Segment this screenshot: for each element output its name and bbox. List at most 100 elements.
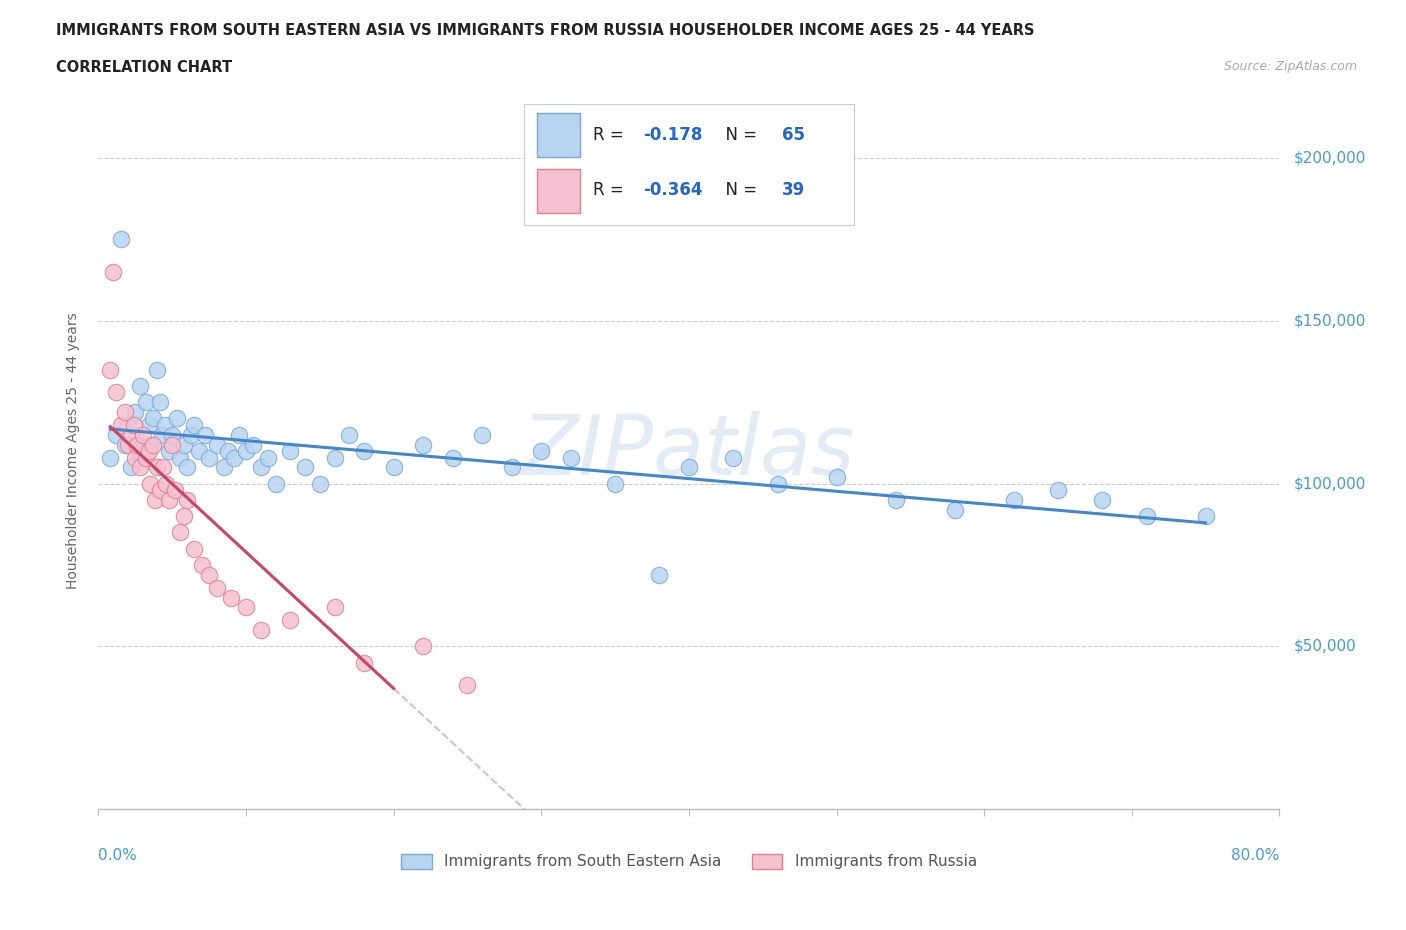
Text: 80.0%: 80.0%	[1232, 848, 1279, 863]
Point	[139, 476, 162, 491]
Point	[219, 590, 242, 604]
Point	[149, 394, 172, 409]
Point	[135, 394, 157, 409]
Point	[153, 418, 176, 432]
Point	[205, 437, 228, 452]
Point	[152, 460, 174, 474]
Point	[173, 437, 195, 452]
Point	[155, 476, 177, 491]
Point	[212, 460, 235, 474]
Point	[187, 444, 209, 458]
Point	[353, 655, 375, 670]
Point	[139, 437, 162, 452]
Point	[128, 460, 150, 474]
Point	[198, 567, 221, 582]
Point	[124, 450, 146, 465]
Point	[183, 418, 205, 432]
Point	[250, 460, 273, 474]
Point	[135, 450, 157, 465]
Point	[678, 460, 700, 474]
Point	[235, 444, 257, 458]
Point	[1195, 509, 1218, 524]
Point	[125, 437, 148, 452]
Point	[382, 460, 405, 474]
Point	[150, 428, 173, 443]
Point	[105, 385, 128, 400]
Point	[117, 418, 139, 432]
Point	[114, 437, 136, 452]
Point	[1002, 493, 1025, 508]
Text: CORRELATION CHART: CORRELATION CHART	[56, 60, 232, 75]
Point	[128, 379, 150, 393]
Point	[205, 580, 228, 595]
Point	[412, 639, 434, 654]
Text: $150,000: $150,000	[1294, 313, 1367, 328]
Point	[294, 460, 316, 474]
Text: $50,000: $50,000	[1294, 639, 1357, 654]
Text: 0.0%: 0.0%	[98, 848, 138, 863]
Point	[124, 405, 146, 419]
Point	[235, 600, 257, 615]
Point	[110, 418, 132, 432]
Point	[132, 428, 155, 443]
Point	[157, 444, 180, 458]
Point	[1135, 509, 1157, 524]
Point	[166, 411, 188, 426]
Point	[146, 460, 169, 474]
Point	[98, 450, 121, 465]
Point	[278, 613, 302, 628]
Point	[530, 444, 553, 458]
Point	[605, 476, 627, 491]
Point	[884, 493, 907, 508]
Point	[257, 450, 280, 465]
Point	[142, 437, 165, 452]
Point	[456, 678, 478, 693]
Point	[146, 363, 169, 378]
Text: $200,000: $200,000	[1294, 151, 1367, 166]
Point	[441, 450, 464, 465]
Text: IMMIGRANTS FROM SOUTH EASTERN ASIA VS IMMIGRANTS FROM RUSSIA HOUSEHOLDER INCOME : IMMIGRANTS FROM SOUTH EASTERN ASIA VS IM…	[56, 23, 1035, 38]
Point	[264, 476, 287, 491]
Point	[191, 558, 214, 573]
Point	[217, 444, 239, 458]
Legend: Immigrants from South Eastern Asia, Immigrants from Russia: Immigrants from South Eastern Asia, Immi…	[401, 854, 977, 870]
Point	[224, 450, 246, 465]
Point	[1046, 483, 1069, 498]
Point	[323, 450, 346, 465]
Point	[117, 437, 139, 452]
Point	[228, 428, 250, 443]
Point	[98, 363, 121, 378]
Point	[143, 493, 166, 508]
Point	[114, 405, 136, 419]
Point	[648, 567, 671, 582]
Point	[157, 493, 180, 508]
Point	[176, 460, 198, 474]
Point	[825, 470, 848, 485]
Point	[242, 437, 264, 452]
Y-axis label: Householder Income Ages 25 - 44 years: Householder Income Ages 25 - 44 years	[66, 312, 80, 590]
Point	[120, 428, 142, 443]
Point	[183, 541, 205, 556]
Point	[120, 460, 142, 474]
Point	[250, 623, 273, 638]
Point	[162, 428, 183, 443]
Point	[162, 437, 183, 452]
Point	[138, 444, 160, 458]
Point	[169, 525, 191, 539]
Point	[194, 428, 217, 443]
Point	[353, 444, 375, 458]
Point	[122, 418, 145, 432]
Point	[165, 483, 187, 498]
Point	[169, 450, 191, 465]
Point	[176, 493, 198, 508]
Point	[721, 450, 744, 465]
Text: ZIPatlas: ZIPatlas	[522, 410, 856, 492]
Point	[560, 450, 582, 465]
Point	[471, 428, 494, 443]
Point	[149, 483, 172, 498]
Point	[278, 444, 302, 458]
Point	[138, 418, 160, 432]
Point	[180, 428, 202, 443]
Point	[412, 437, 434, 452]
Point	[105, 428, 128, 443]
